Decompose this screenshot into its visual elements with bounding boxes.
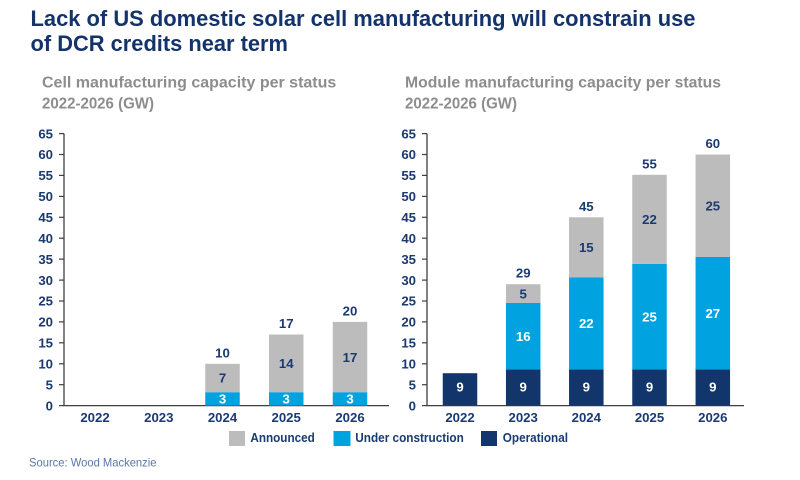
svg-text:2023: 2023 [509,410,538,425]
svg-text:14: 14 [279,356,294,371]
svg-text:2026: 2026 [335,410,364,425]
svg-text:65: 65 [401,126,416,141]
svg-text:50: 50 [38,189,53,204]
svg-text:60: 60 [38,147,53,162]
svg-text:45: 45 [38,210,53,225]
svg-text:15: 15 [579,240,594,255]
svg-text:of DCR credits near term: of DCR credits near term [31,31,289,56]
svg-text:2022-2026 (GW): 2022-2026 (GW) [405,96,517,113]
svg-text:2025: 2025 [272,410,301,425]
svg-text:9: 9 [646,379,653,394]
svg-text:15: 15 [38,336,53,351]
svg-text:Cell manufacturing capacity pe: Cell manufacturing capacity per status [42,75,336,92]
svg-text:Operational: Operational [503,430,568,445]
svg-text:5: 5 [520,286,527,301]
svg-text:20: 20 [343,303,358,318]
svg-text:10: 10 [215,345,230,360]
svg-text:40: 40 [38,231,53,246]
svg-text:20: 20 [401,315,416,330]
svg-text:45: 45 [579,199,594,214]
svg-text:Module manufacturing capacity: Module manufacturing capacity per status [405,75,721,92]
svg-text:9: 9 [709,379,716,394]
svg-text:5: 5 [46,377,53,392]
svg-text:2022: 2022 [445,410,474,425]
svg-text:25: 25 [705,199,720,214]
svg-text:3: 3 [219,392,226,407]
svg-text:29: 29 [516,266,531,281]
svg-text:2024: 2024 [572,410,602,425]
svg-text:30: 30 [38,273,53,288]
svg-text:30: 30 [401,273,416,288]
svg-text:22: 22 [579,316,594,331]
svg-text:60: 60 [401,147,416,162]
svg-text:40: 40 [401,231,416,246]
svg-text:2022-2026 (GW): 2022-2026 (GW) [42,96,154,113]
svg-text:45: 45 [401,210,416,225]
svg-text:7: 7 [219,371,226,386]
svg-text:25: 25 [401,294,416,309]
svg-text:55: 55 [642,156,657,171]
svg-text:55: 55 [401,168,416,183]
svg-text:27: 27 [705,306,720,321]
svg-text:3: 3 [283,392,290,407]
svg-text:17: 17 [343,350,358,365]
svg-text:25: 25 [642,309,657,324]
svg-text:Under construction: Under construction [355,430,464,445]
svg-text:2026: 2026 [698,410,727,425]
svg-text:25: 25 [38,294,53,309]
svg-text:15: 15 [401,336,416,351]
svg-text:2022: 2022 [80,410,109,425]
svg-text:9: 9 [456,379,463,394]
svg-text:Announced: Announced [250,430,314,445]
svg-text:5: 5 [409,377,416,392]
svg-text:60: 60 [705,136,720,151]
svg-text:35: 35 [401,252,416,267]
svg-text:65: 65 [38,126,53,141]
svg-text:22: 22 [642,212,657,227]
svg-text:9: 9 [520,379,527,394]
svg-text:35: 35 [38,252,53,267]
svg-text:20: 20 [38,315,53,330]
svg-text:2023: 2023 [144,410,173,425]
svg-text:10: 10 [401,357,416,372]
svg-text:0: 0 [409,398,416,413]
svg-text:55: 55 [38,168,53,183]
svg-text:50: 50 [401,189,416,204]
svg-text:2025: 2025 [635,410,664,425]
svg-text:Lack of US domestic solar cell: Lack of US domestic solar cell manufactu… [31,6,696,31]
svg-text:2024: 2024 [208,410,238,425]
svg-text:10: 10 [38,357,53,372]
svg-text:Source: Wood Mackenzie: Source: Wood Mackenzie [29,456,157,470]
svg-text:3: 3 [346,392,353,407]
svg-text:17: 17 [279,316,294,331]
svg-text:9: 9 [583,379,590,394]
svg-text:16: 16 [516,329,531,344]
svg-text:0: 0 [46,398,53,413]
